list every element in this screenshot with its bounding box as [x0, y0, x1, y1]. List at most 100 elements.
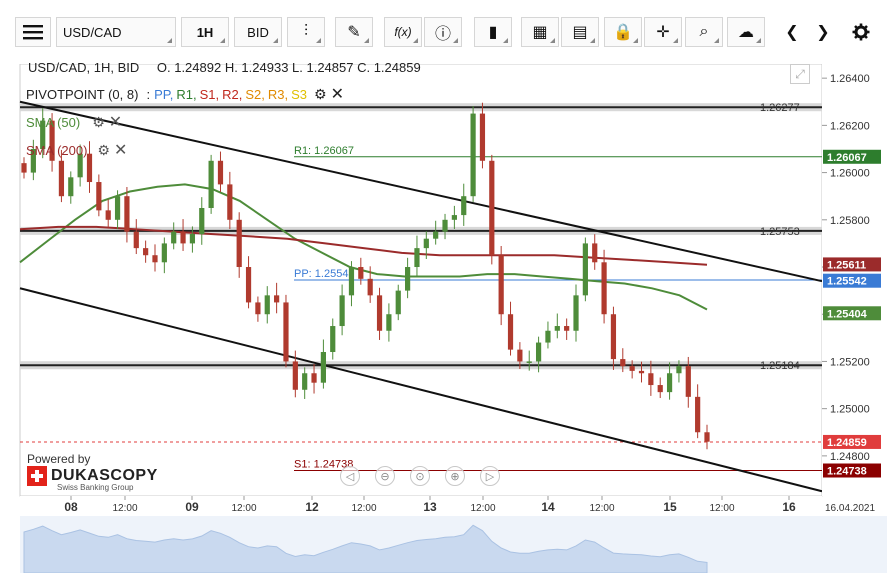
y-tick-label: 1.24800: [830, 451, 870, 463]
lock-icon[interactable]: 🔒: [604, 17, 642, 47]
sma200-close-icon[interactable]: ✕: [113, 142, 128, 159]
sma200-settings-gear-icon[interactable]: ⚙: [97, 141, 110, 158]
navigator-strip[interactable]: [20, 516, 887, 574]
candle-down: [517, 349, 523, 362]
candle-up: [526, 361, 532, 363]
scroll-left-icon[interactable]: ◁: [340, 466, 360, 486]
candle-up: [461, 196, 467, 216]
prev-arrow-icon[interactable]: ❮: [777, 17, 807, 47]
crosshair-icon[interactable]: ✛: [644, 17, 682, 47]
zoom-reset-icon[interactable]: ⊙: [410, 466, 430, 486]
candle-down: [704, 432, 710, 442]
candle-down: [274, 295, 280, 303]
candle-down: [311, 373, 317, 383]
trendlines-layer: [19, 100, 823, 493]
pivot-level-0: PP,: [154, 86, 174, 102]
bar-chart-icon[interactable]: ▮: [474, 17, 512, 47]
candle-down: [507, 314, 514, 350]
candle-down: [124, 196, 130, 232]
settings-gear-icon[interactable]: [846, 17, 876, 47]
cloud-upload-icon-glyph: ☁: [738, 24, 754, 41]
pivot-level-3: R2,: [222, 86, 243, 102]
draw-pen-icon[interactable]: ✎: [335, 17, 373, 47]
info-icon[interactable]: ⓘ: [424, 17, 462, 47]
x-tick-label: 12:00: [470, 503, 495, 514]
scroll-right-icon[interactable]: ▷: [480, 466, 500, 486]
candle-down: [648, 373, 654, 386]
y-tick-label: 1.25200: [830, 356, 870, 368]
zoom-out-icon[interactable]: ⊖: [375, 466, 395, 486]
candle-up: [442, 219, 448, 232]
candle-down: [638, 370, 645, 374]
chart-area[interactable]: 1.26277 R1: 1.26067 1.25753 PP: 1.25545 1.25…: [0, 60, 887, 574]
zoom-icon[interactable]: ⌕: [685, 17, 723, 47]
function-icon-glyph: f(x): [394, 25, 412, 39]
pivot-level-4: S2,: [245, 86, 265, 102]
candle-down: [217, 160, 224, 185]
candle-down: [657, 385, 663, 393]
price-tag-label: 1.25542: [827, 276, 867, 288]
powered-by-label: Powered by: [27, 452, 91, 466]
candle-down: [498, 255, 504, 315]
lock-icon-glyph: 🔒: [613, 24, 633, 41]
hamburger-icon-glyph: [23, 25, 43, 40]
candle-up: [470, 113, 476, 197]
brand-subtitle: Swiss Banking Group: [57, 483, 134, 492]
candle-down: [96, 182, 102, 211]
candle-up: [433, 231, 439, 239]
pivot-level-1: R1,: [176, 86, 197, 102]
sma50-settings-gear-icon[interactable]: ⚙: [92, 113, 105, 130]
candle-up: [264, 295, 270, 315]
cloud-upload-icon[interactable]: ☁: [727, 17, 765, 47]
zoom-in-icon[interactable]: ⊕: [445, 466, 465, 486]
calendar-icon[interactable]: ▦: [521, 17, 559, 47]
hamburger-icon[interactable]: [15, 17, 51, 47]
price-tag-label: 1.24738: [827, 466, 867, 478]
zoom-icon-glyph: ⌕: [699, 23, 709, 40]
timeframe-selector[interactable]: 1H: [181, 17, 229, 47]
price-tag-label: 1.24859: [827, 437, 867, 449]
price-tag-bg: [823, 434, 881, 449]
price-side-selector[interactable]: BID: [234, 17, 282, 47]
next-arrow-glyph: ❯: [816, 24, 830, 41]
channel-level-label: 1.25184: [760, 360, 800, 372]
lower-trendline: [19, 287, 823, 493]
x-end-date-label: 16.04.2021: [825, 503, 875, 514]
bar-chart-icon-glyph: ▮: [488, 24, 498, 41]
candle-up: [386, 314, 392, 331]
symbol-selector[interactable]: USD/CAD: [56, 17, 176, 47]
s1-level-label: S1: 1.24738: [294, 459, 353, 471]
time-axis: 08 12:00 09 12:00 12 12:00 13 12:00 14 12:00 15 12:…: [20, 496, 875, 516]
next-arrow-icon[interactable]: ❯: [808, 17, 838, 47]
candle-down: [245, 267, 252, 303]
sma200-legend-label: SMA (200): [26, 142, 88, 158]
candle-type-icon[interactable]: ⫶: [287, 17, 325, 47]
candle-up: [40, 120, 46, 149]
candle-up: [666, 373, 673, 393]
candle-down: [601, 262, 607, 315]
pivot-settings-gear-icon[interactable]: ⚙: [314, 85, 327, 102]
y-tick-label: 1.25800: [830, 215, 870, 227]
channel-level-label: 1.25753: [760, 226, 800, 238]
draw-pen-icon-glyph: ✎: [347, 24, 361, 41]
news-icon[interactable]: ▤: [561, 17, 599, 47]
candle-up: [30, 148, 36, 173]
calendar-icon-glyph: ▦: [532, 24, 548, 41]
candle-down: [479, 113, 486, 161]
candle-up: [199, 208, 205, 234]
timeframe-label: 1H: [196, 24, 214, 40]
candle-up: [339, 295, 345, 327]
function-icon[interactable]: f(x): [384, 17, 422, 47]
candle-up: [189, 233, 196, 244]
price-chart-svg[interactable]: 1.26277 R1: 1.26067 1.25753 PP: 1.25545 1.25…: [0, 63, 887, 574]
candle-up: [302, 373, 308, 390]
pp-level-label: PP: 1.25545: [294, 268, 355, 280]
sma50-close-icon[interactable]: ✕: [108, 114, 123, 131]
chart-title: USD/CAD, 1H, BID: [28, 60, 140, 75]
y-tick-label: 1.25000: [830, 404, 870, 416]
pivot-close-icon[interactable]: ✕: [330, 86, 344, 103]
candle-down: [283, 302, 289, 362]
y-tick-label: 1.26000: [830, 168, 870, 180]
expand-icon[interactable]: ⤢: [790, 64, 810, 84]
sma50-legend-label: SMA (50): [26, 114, 81, 130]
